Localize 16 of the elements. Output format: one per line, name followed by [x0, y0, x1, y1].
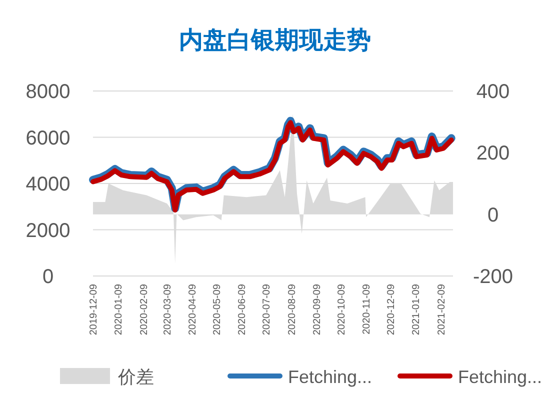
x-tick-label: 2020-12-09: [386, 284, 397, 336]
x-tick-label: 2020-03-09: [162, 284, 174, 336]
x-tick-label: 2020-01-09: [114, 284, 125, 336]
x-tick-label: 2019-12-09: [88, 284, 100, 336]
x-tick-label: 2020-05-09: [212, 284, 224, 336]
x-tick-label: 2020-07-09: [262, 284, 273, 336]
x-tick-label: 2020-08-09: [286, 284, 298, 336]
x-tick-label: 2020-06-09: [237, 284, 248, 336]
x-tick-label: 2021-01-09: [411, 284, 422, 336]
x-tick-label: 2020-09-09: [312, 284, 323, 336]
x-tick-label: 2020-10-09: [336, 284, 348, 336]
x-tick-label: 2020-02-09: [138, 284, 150, 336]
chart-title: 内盘白银期现走势: [179, 27, 371, 54]
x-tick-label: 2020-04-09: [188, 284, 199, 336]
x-tick-label: 2020-11-09: [362, 284, 373, 334]
x-tick-label: 2021-02-09: [436, 284, 448, 336]
